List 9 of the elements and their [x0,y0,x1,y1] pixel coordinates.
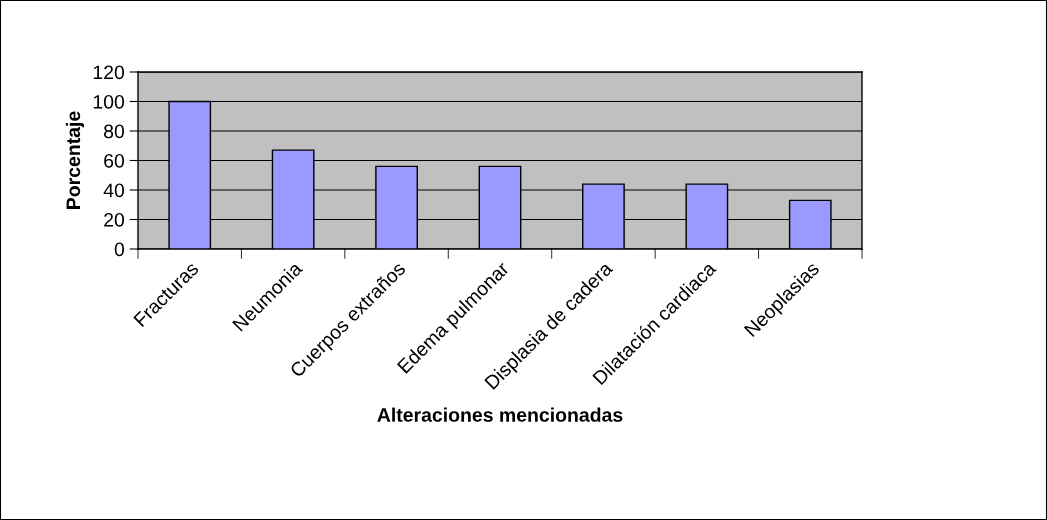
y-tick-label: 20 [104,212,125,227]
y-tick-label: 40 [103,183,125,198]
y-tick-label: 60 [104,153,125,168]
y-tick-label: 120 [93,65,125,80]
y-tick-label: 0 [114,242,125,257]
x-axis-title: Alteraciones mencionadas [377,407,623,422]
y-axis-title: Porcentaje [65,111,85,209]
y-tick-label: 80 [104,124,125,139]
y-tick-label: 100 [93,94,125,109]
